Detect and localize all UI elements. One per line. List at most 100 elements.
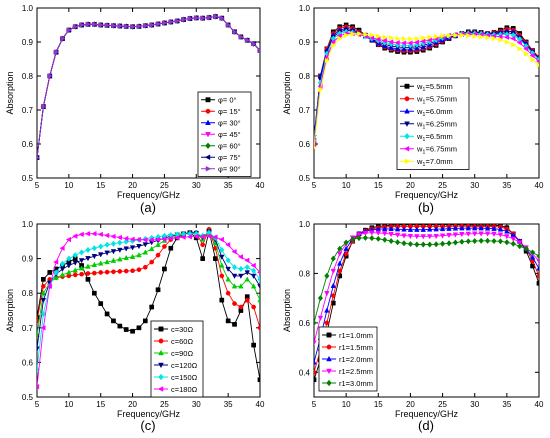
legend-item: φ= 30° [201,119,241,128]
data-point [330,293,336,299]
data-point [318,86,324,93]
data-point [104,232,110,239]
data-point [356,232,362,238]
data-point [251,342,256,348]
data-point [317,315,324,321]
data-point [148,245,155,252]
data-point [491,237,497,245]
data-point [85,277,91,282]
data-point [59,271,66,278]
data-point [369,230,375,236]
y-axis-label: Absorption [282,71,292,114]
data-point [91,261,98,267]
chart-panel-4: 5 10 15 20 25 30 35 40 0.4 0.6 0.8 1.0 Frequency/GHz… [282,220,544,433]
legend-label: φ= 0° [218,96,237,105]
legend-item: w1=5.5mm [400,82,453,93]
data-point [85,21,92,28]
data-point [453,32,459,38]
data-point [529,52,535,59]
data-point [244,270,250,276]
data-point [433,241,439,248]
panel-caption: (b) [418,200,434,215]
y-tick-label: 0.4 [299,368,311,377]
y-tick-label: 1.0 [299,220,311,229]
x-tick-label: 30 [192,181,201,190]
data-point [330,39,336,45]
data-point [446,240,452,247]
data-point [129,253,136,260]
data-point [369,234,375,242]
data-point [72,272,78,278]
data-point [123,254,129,261]
panel-caption: (a) [140,200,156,215]
data-point [53,259,59,265]
data-point [433,233,439,240]
chart-panel-1: 5 10 15 20 25 30 35 40 0.5 0.6 0.7 0.8 0.9 1.0 Frequen… [5,4,265,215]
x-tick-label: 20 [128,400,137,409]
legend-item: c=150Ω [154,373,198,382]
data-point [356,234,362,242]
data-point [244,276,250,282]
x-tick-label: 5 [312,400,317,409]
data-point [136,267,142,273]
data-point [394,232,401,238]
data-point [162,244,167,249]
data-point [382,34,388,40]
legend-label: r1=1.5mm [339,343,373,352]
data-point [250,283,257,289]
data-point [110,257,117,263]
data-point [142,318,148,324]
legend-label: c=180Ω [171,385,198,394]
data-point [162,266,167,272]
y-tick-label: 0.9 [299,38,311,47]
legend-marker [158,338,164,344]
plot-area [37,226,260,390]
data-point [250,262,256,269]
data-point [324,320,330,326]
data-point [47,73,53,79]
data-point [314,340,317,346]
data-point [420,241,426,248]
data-point [331,42,337,49]
data-point [388,237,394,245]
data-point [91,245,97,252]
data-point [84,230,91,237]
data-point [97,260,104,266]
data-point [73,23,79,30]
legend-item: w1=6.75mm [400,145,457,155]
data-point [123,246,129,252]
data-point [529,254,536,260]
y-tick-label: 0.6 [299,140,311,149]
data-point [381,225,388,232]
x-tick-label: 35 [224,400,233,409]
data-point [530,263,535,269]
data-point [381,231,388,237]
legend: φ= 0° φ= 15° φ= 30° φ= 45° φ= 60° φ= 75° φ= 90… [197,91,252,177]
y-tick-label: 0.8 [299,269,311,278]
data-point [369,32,375,38]
y-tick-label: 0.9 [22,38,34,47]
data-point [205,233,212,239]
data-point [503,34,509,40]
data-point [231,264,238,271]
legend-label: c=60Ω [171,337,193,346]
data-point [401,36,408,42]
plot-area [37,13,260,161]
data-point [232,301,237,306]
data-point [388,39,394,45]
data-point [98,270,104,275]
legend-marker [158,326,164,332]
legend-box [150,320,204,398]
data-point [142,249,149,255]
data-point [330,282,337,288]
data-point [516,240,523,246]
data-point [136,244,142,250]
y-tick-label: 0.5 [22,393,34,402]
legend-item: φ= 75° [201,153,241,162]
data-point [244,257,250,264]
legend-item: w1=7.0mm [400,157,453,168]
legend-label: c=90Ω [171,349,193,358]
x-tick-label: 20 [406,400,415,409]
data-point [414,241,420,248]
